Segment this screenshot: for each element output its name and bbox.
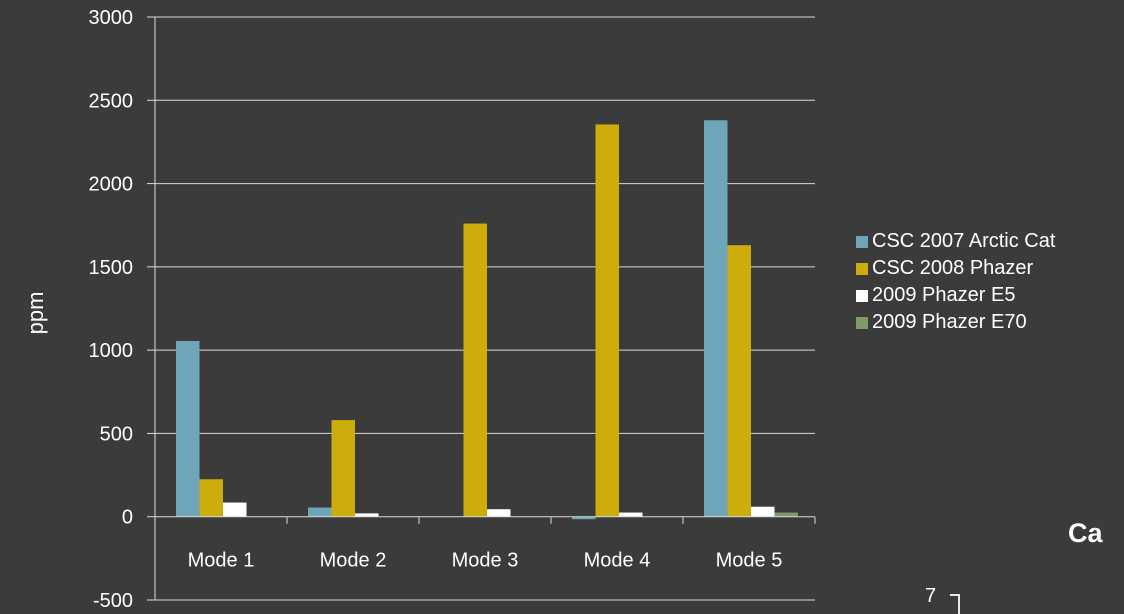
legend-swatch <box>856 262 868 275</box>
legend-label: CSC 2007 Arctic Cat <box>872 230 1056 252</box>
y-tick-label: 0 <box>122 507 133 529</box>
second-chart-tick-label: 7 <box>925 585 937 607</box>
bar <box>308 507 332 517</box>
second-chart-axis <box>958 594 960 614</box>
x-tick-label: Mode 1 <box>188 550 255 572</box>
y-tick-labels: 3000 2500 2000 1500 1000 500 0 -500 <box>89 7 134 612</box>
legend-item: 2009 Phazer E5 <box>856 282 1055 309</box>
second-chart-tick-mark <box>950 594 960 596</box>
bar <box>223 502 247 517</box>
bar <box>487 509 511 517</box>
y-tick-label: 2000 <box>89 174 134 196</box>
bar <box>199 479 223 517</box>
second-chart-title-fragment: Ca <box>1068 518 1103 548</box>
legend-swatch <box>856 289 868 302</box>
legend-swatch <box>856 316 868 329</box>
axes <box>147 16 816 601</box>
y-axis-label: ppm <box>23 291 48 335</box>
bar <box>331 420 355 517</box>
legend-item: CSC 2008 Phazer <box>856 255 1055 282</box>
x-tick-label: Mode 2 <box>320 550 387 572</box>
legend-item: 2009 Phazer E70 <box>856 309 1055 336</box>
legend-label: 2009 Phazer E70 <box>872 311 1027 333</box>
legend-item: CSC 2007 Arctic Cat <box>856 228 1055 255</box>
y-tick-label: 1500 <box>89 257 134 279</box>
bar <box>704 120 728 517</box>
bar <box>751 506 775 517</box>
y-tick-label: 1000 <box>89 340 134 362</box>
bar <box>355 513 379 517</box>
y-tick-label: -500 <box>93 590 133 612</box>
legend-label: 2009 Phazer E5 <box>872 284 1016 306</box>
bar <box>463 223 487 517</box>
x-tick-label: Mode 5 <box>716 550 783 572</box>
bar <box>774 512 798 517</box>
legend-label: CSC 2008 Phazer <box>872 257 1034 279</box>
x-tick-labels: Mode 1 Mode 2 Mode 3 Mode 4 Mode 5 <box>188 550 783 572</box>
y-tick-label: 2500 <box>89 90 134 112</box>
legend-swatch <box>856 235 868 248</box>
x-tick-label: Mode 4 <box>584 550 651 572</box>
bar <box>727 245 751 517</box>
bar <box>176 340 200 517</box>
y-tick-label: 3000 <box>89 7 134 29</box>
legend: CSC 2007 Arctic Cat CSC 2008 Phazer 2009 P… <box>856 228 1055 336</box>
x-tick-label: Mode 3 <box>452 550 519 572</box>
bar <box>619 512 643 517</box>
bar <box>572 516 596 520</box>
y-tick-label: 500 <box>100 423 133 445</box>
bars <box>176 120 798 520</box>
bar <box>595 124 619 517</box>
